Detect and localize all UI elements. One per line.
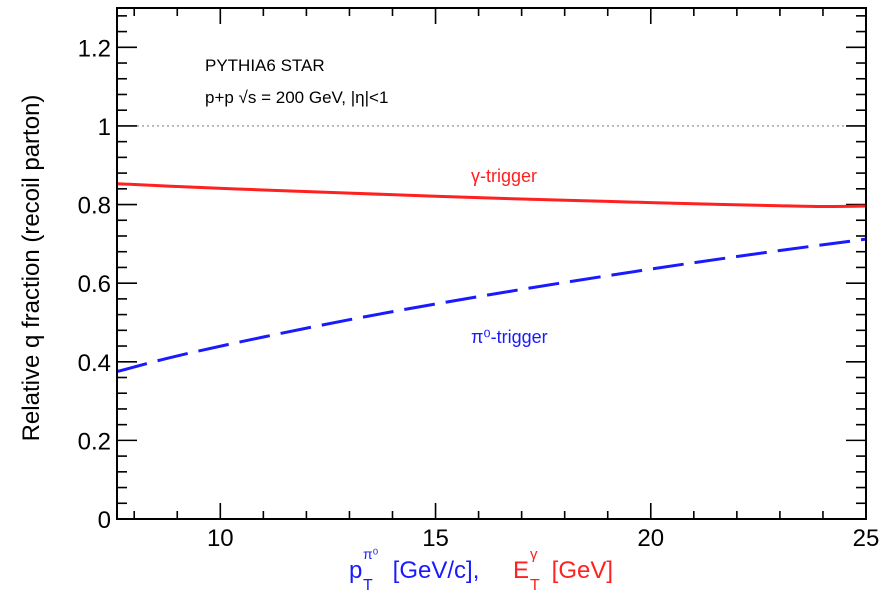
tick-labels: 10 15 20 25 0 0.2 0.4 0.6 0.8 1 1.2	[78, 35, 880, 552]
x-label-pt-sup: π⁰	[363, 546, 379, 562]
x-tick-label: 20	[637, 525, 664, 552]
y-axis-label: Relative q fraction (recoil parton)	[18, 95, 45, 442]
x-label-et-sup: γ	[530, 546, 538, 563]
x-label-et-base: E	[513, 557, 529, 584]
plot-frame	[116, 7, 867, 520]
series-label-gamma: γ-trigger	[471, 166, 537, 186]
series-label-pi0: π⁰-trigger	[471, 327, 548, 347]
y-tick-label: 0.4	[78, 350, 111, 377]
y-tick-label: 0	[98, 507, 111, 534]
annotation-generator: PYTHIA6 STAR	[205, 56, 325, 75]
axis-ticks	[117, 8, 867, 520]
x-label-pt-base: p	[349, 557, 362, 584]
x-label-pt-sub: T	[363, 577, 373, 594]
y-tick-label: 0.8	[78, 193, 111, 220]
series-line-gamma-trigger	[116, 182, 867, 209]
x-label-et-sub: T	[530, 577, 540, 594]
series-layer	[116, 182, 867, 374]
x-axis-label-et: E γ T [GeV]	[513, 546, 613, 594]
y-tick-label: 0.2	[78, 428, 111, 455]
x-label-pt-rest: [GeV/c],	[386, 557, 479, 584]
x-tick-label: 25	[853, 525, 880, 552]
y-tick-label: 1	[98, 114, 111, 141]
x-axis-label: p π⁰ T [GeV/c], E γ T [GeV]	[349, 546, 613, 594]
x-tick-label: 10	[207, 525, 234, 552]
annotation-collision: p+p √s = 200 GeV, |η|<1	[205, 88, 388, 107]
x-axis-label-pt: p π⁰ T [GeV/c],	[349, 546, 479, 594]
series-line-pi0-trigger	[116, 237, 867, 374]
x-tick-label: 15	[422, 525, 449, 552]
x-label-et-rest: [GeV]	[545, 557, 613, 584]
y-tick-label: 0.6	[78, 271, 111, 298]
y-tick-label: 1.2	[78, 35, 111, 62]
